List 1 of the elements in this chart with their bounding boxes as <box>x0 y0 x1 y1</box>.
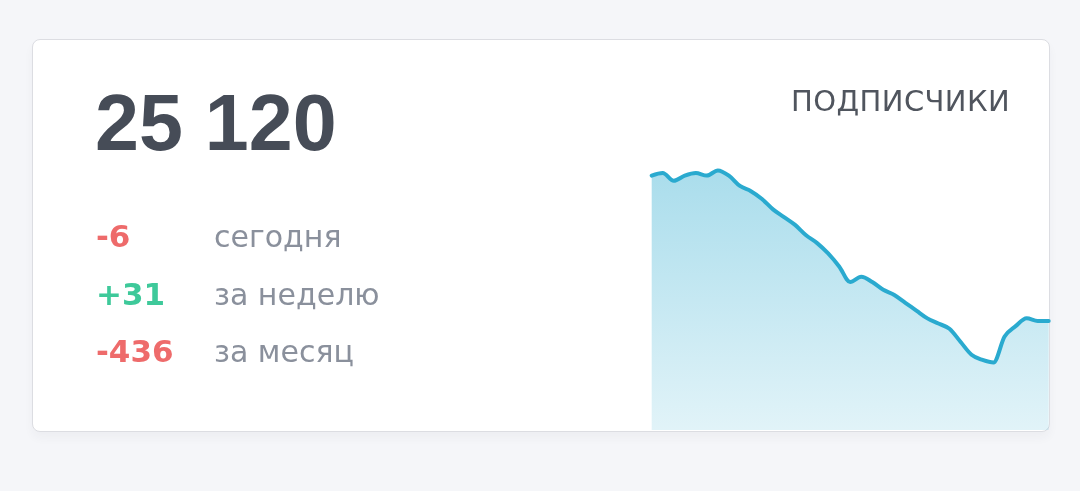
chart-title: ПОДПИСЧИКИ <box>791 84 1010 118</box>
